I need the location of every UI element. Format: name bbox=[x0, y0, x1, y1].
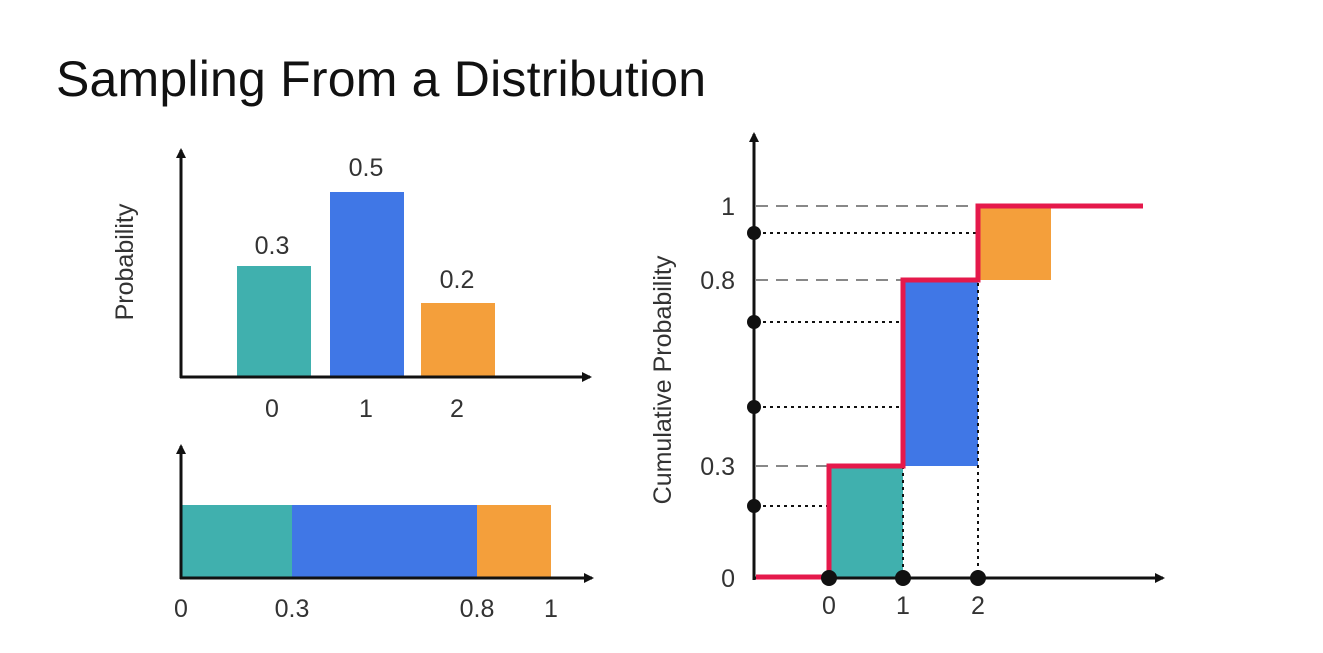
cdf-y-tick-0.8: 0.8 bbox=[700, 267, 735, 295]
x-tick-1: 1 bbox=[359, 395, 373, 423]
cdf-x-tick-0: 0 bbox=[822, 592, 836, 620]
interval-tick-0: 0 bbox=[174, 595, 188, 623]
segment-1 bbox=[292, 505, 477, 578]
cdf-x-tick-2: 2 bbox=[971, 592, 985, 620]
cdf-y-tick-0: 0 bbox=[721, 565, 735, 593]
sample-dot-1 bbox=[747, 226, 761, 240]
bar-label-2: 0.2 bbox=[440, 266, 475, 294]
sample-dot-4 bbox=[747, 499, 761, 513]
cdf-y-tick-0.3: 0.3 bbox=[700, 453, 735, 481]
sample-dot-2 bbox=[747, 315, 761, 329]
slide-title: Sampling From a Distribution bbox=[56, 51, 707, 107]
x-tick-2: 2 bbox=[450, 395, 464, 423]
cdf-block-0 bbox=[829, 466, 903, 578]
sample-dot-3 bbox=[747, 400, 761, 414]
cumulative-chart: 1 0.8 0.3 0 0 1 2 Cumulative Probability bbox=[649, 132, 1165, 620]
x-tick-0: 0 bbox=[265, 395, 279, 423]
bar-2 bbox=[421, 303, 495, 377]
cdf-block-2 bbox=[978, 206, 1051, 280]
x-dot-2 bbox=[970, 570, 986, 586]
bar-label-0: 0.3 bbox=[255, 232, 290, 260]
cdf-block-1 bbox=[903, 280, 978, 466]
interval-tick-1: 0.3 bbox=[275, 595, 310, 623]
bar-0 bbox=[237, 266, 311, 377]
bar-label-1: 0.5 bbox=[349, 154, 384, 182]
x-dot-0 bbox=[821, 570, 837, 586]
interval-tick-3: 1 bbox=[544, 595, 558, 623]
segment-2 bbox=[477, 505, 551, 578]
probability-bar-chart: 0.3 0.5 0.2 0 1 2 Probability bbox=[111, 148, 592, 423]
interval-tick-2: 0.8 bbox=[460, 595, 495, 623]
segment-0 bbox=[182, 505, 292, 578]
probability-axis-label: Probability bbox=[111, 203, 139, 320]
x-dot-1 bbox=[895, 570, 911, 586]
bar-1 bbox=[330, 192, 404, 377]
cdf-step-line bbox=[756, 203, 1143, 580]
cdf-y-tick-1: 1 bbox=[721, 193, 735, 221]
unit-interval-bar: 0 0.3 0.8 1 bbox=[174, 444, 594, 623]
cdf-x-tick-1: 1 bbox=[896, 592, 910, 620]
cumulative-axis-label: Cumulative Probability bbox=[649, 255, 677, 504]
